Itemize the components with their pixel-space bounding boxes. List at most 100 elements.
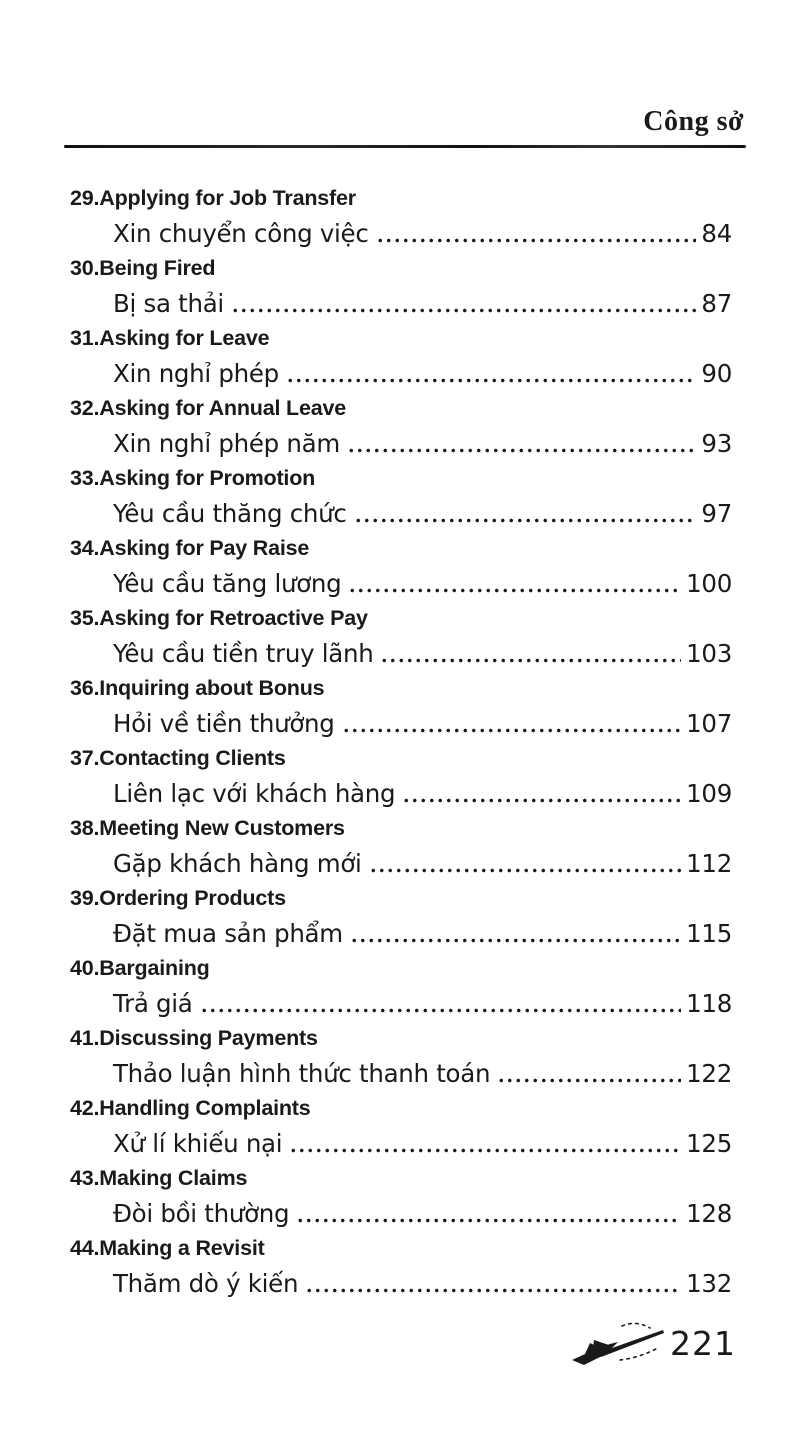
- entry-sub-row: Xin nghỉ phép năm 93: [70, 426, 732, 461]
- toc-entry: 33. Asking for Promotion Yêu cầu thăng c…: [70, 461, 732, 531]
- toc-entry: 38. Meeting New Customers Gặp khách hàng…: [70, 811, 732, 881]
- entry-title-row: 41. Discussing Payments: [70, 1021, 732, 1056]
- dotted-leader: [285, 356, 697, 391]
- entry-title-vi: Yêu cầu tăng lương: [113, 569, 342, 598]
- entry-number: 42.: [70, 1096, 100, 1120]
- toc-entry: 32. Asking for Annual Leave Xin nghỉ phé…: [70, 391, 732, 461]
- entry-title-vi: Liên lạc với khách hàng: [113, 779, 396, 808]
- entry-title-row: 30. Being Fired: [70, 251, 732, 286]
- entry-page-number: 118: [686, 989, 732, 1018]
- entry-title-vi: Xin nghỉ phép: [113, 359, 279, 388]
- chapter-title: Công sở: [643, 106, 744, 137]
- entry-title-en: Making Claims: [99, 1166, 248, 1190]
- dotted-leader: [230, 286, 697, 321]
- dotted-leader: [199, 986, 682, 1021]
- dotted-leader: [368, 846, 682, 881]
- jet-plane-icon: [572, 1322, 664, 1365]
- dotted-leader: [289, 1126, 682, 1161]
- entry-title-en: Asking for Pay Raise: [99, 536, 310, 560]
- entry-title-vi: Gặp khách hàng mới: [113, 849, 362, 878]
- entry-page-number: 132: [686, 1269, 732, 1298]
- dotted-leader: [296, 1196, 682, 1231]
- entry-number: 39.: [70, 886, 100, 910]
- entry-number: 33.: [70, 466, 100, 490]
- entry-sub-row: Yêu cầu tăng lương 100: [70, 566, 732, 601]
- entry-title-row: 31. Asking for Leave: [70, 321, 732, 356]
- dotted-leader: [375, 216, 697, 251]
- entry-title-vi: Xin nghỉ phép năm: [113, 429, 340, 458]
- entry-page-number: 115: [686, 919, 732, 948]
- entry-title-row: 43. Making Claims: [70, 1161, 732, 1196]
- entry-title-vi: Trả giá: [113, 989, 193, 1018]
- entry-number: 34.: [70, 536, 100, 560]
- entry-number: 29.: [70, 186, 100, 210]
- toc-entry: 37. Contacting Clients Liên lạc với khác…: [70, 741, 732, 811]
- entry-sub-row: Liên lạc với khách hàng 109: [70, 776, 732, 811]
- toc-entry: 36. Inquiring about Bonus Hỏi về tiền th…: [70, 671, 732, 741]
- entry-title-vi: Yêu cầu thăng chức: [113, 499, 347, 528]
- dotted-leader: [497, 1056, 682, 1091]
- entry-page-number: 109: [686, 779, 732, 808]
- entry-title-row: 37. Contacting Clients: [70, 741, 732, 776]
- entry-sub-row: Trả giá 118: [70, 986, 732, 1021]
- entry-page-number: 112: [686, 849, 732, 878]
- toc-entry: 31. Asking for Leave Xin nghỉ phép 90: [70, 321, 732, 391]
- entry-title-en: Inquiring about Bonus: [99, 676, 325, 700]
- entry-title-en: Asking for Promotion: [99, 466, 316, 490]
- entry-title-en: Making a Revisit: [99, 1236, 265, 1260]
- entry-page-number: 100: [686, 569, 732, 598]
- entry-title-en: Asking for Leave: [99, 326, 270, 350]
- entry-title-en: Meeting New Customers: [99, 816, 345, 840]
- entry-number: 43.: [70, 1166, 100, 1190]
- dotted-leader: [349, 916, 682, 951]
- entry-title-en: Handling Complaints: [99, 1096, 311, 1120]
- entry-title-en: Asking for Annual Leave: [99, 396, 346, 420]
- entry-page-number: 87: [701, 289, 732, 318]
- entry-title-row: 35. Asking for Retroactive Pay: [70, 601, 732, 636]
- entry-sub-row: Bị sa thải 87: [70, 286, 732, 321]
- entry-number: 37.: [70, 746, 100, 770]
- entry-title-en: Bargaining: [99, 956, 210, 980]
- entry-sub-row: Xin chuyển công việc 84: [70, 216, 732, 251]
- dotted-leader: [305, 1266, 682, 1301]
- entry-title-vi: Bị sa thải: [113, 289, 224, 318]
- entry-sub-row: Thảo luận hình thức thanh toán 122: [70, 1056, 732, 1091]
- page-footer: 221: [570, 1316, 736, 1370]
- entry-number: 31.: [70, 326, 100, 350]
- toc-entry: 39. Ordering Products Đặt mua sản phẩm 1…: [70, 881, 732, 951]
- entry-title-row: 34. Asking for Pay Raise: [70, 531, 732, 566]
- dotted-leader: [380, 636, 682, 671]
- entry-title-row: 36. Inquiring about Bonus: [70, 671, 732, 706]
- toc-entry: 44. Making a Revisit Thăm dò ý kiến 132: [70, 1231, 732, 1301]
- entry-number: 38.: [70, 816, 100, 840]
- entry-sub-row: Gặp khách hàng mới 112: [70, 846, 732, 881]
- entry-sub-row: Thăm dò ý kiến 132: [70, 1266, 732, 1301]
- entry-title-row: 39. Ordering Products: [70, 881, 732, 916]
- entry-title-row: 38. Meeting New Customers: [70, 811, 732, 846]
- entry-title-vi: Thảo luận hình thức thanh toán: [113, 1059, 491, 1088]
- entry-sub-row: Hỏi về tiền thưởng 107: [70, 706, 732, 741]
- page-header: Công sở: [64, 0, 744, 138]
- entry-number: 44.: [70, 1236, 100, 1260]
- entry-sub-row: Đặt mua sản phẩm 115: [70, 916, 732, 951]
- entry-page-number: 122: [686, 1059, 732, 1088]
- entry-title-vi: Yêu cầu tiền truy lãnh: [113, 639, 374, 668]
- entry-page-number: 128: [686, 1199, 732, 1228]
- entry-title-en: Asking for Retroactive Pay: [99, 606, 368, 630]
- entry-number: 32.: [70, 396, 100, 420]
- entry-title-en: Being Fired: [99, 256, 216, 280]
- entry-title-en: Discussing Payments: [99, 1026, 318, 1050]
- toc-entry: 29. Applying for Job Transfer Xin chuyển…: [70, 181, 732, 251]
- entry-page-number: 93: [701, 429, 732, 458]
- entry-number: 41.: [70, 1026, 100, 1050]
- entry-sub-row: Yêu cầu thăng chức 97: [70, 496, 732, 531]
- header-rule: [64, 145, 746, 148]
- dotted-leader: [353, 496, 697, 531]
- entry-sub-row: Xin nghỉ phép 90: [70, 356, 732, 391]
- dotted-leader: [402, 776, 682, 811]
- dotted-leader: [348, 566, 682, 601]
- entry-title-vi: Hỏi về tiền thưởng: [113, 709, 335, 738]
- entry-title-en: Contacting Clients: [99, 746, 286, 770]
- entry-page-number: 103: [686, 639, 732, 668]
- toc-entry: 43. Making Claims Đòi bồi thường 128: [70, 1161, 732, 1231]
